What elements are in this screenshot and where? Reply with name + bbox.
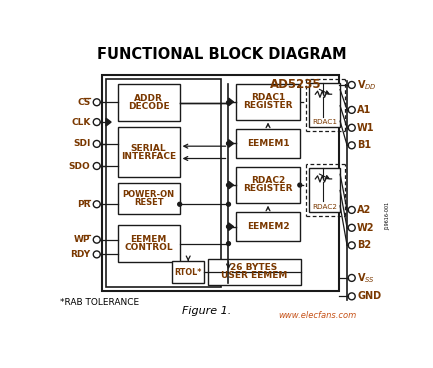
Circle shape: [226, 242, 230, 245]
Bar: [172, 261, 204, 283]
Text: POWER-ON: POWER-ON: [123, 190, 175, 199]
Text: 26 BYTES: 26 BYTES: [230, 263, 278, 272]
Text: W1: W1: [357, 123, 375, 133]
Bar: [118, 127, 180, 177]
Text: WP: WP: [74, 235, 90, 244]
Polygon shape: [229, 98, 233, 106]
Text: Figure 1.: Figure 1.: [182, 305, 231, 316]
Circle shape: [178, 202, 181, 206]
Text: V$_{DD}$: V$_{DD}$: [357, 78, 377, 92]
Text: FUNCTIONAL BLOCK DIAGRAM: FUNCTIONAL BLOCK DIAGRAM: [97, 47, 347, 62]
Text: A1: A1: [357, 105, 372, 115]
Text: www.elecfans.com: www.elecfans.com: [278, 311, 357, 321]
Text: SERIAL: SERIAL: [131, 144, 166, 153]
Polygon shape: [106, 118, 111, 126]
Bar: [207, 259, 301, 285]
Text: B1: B1: [357, 140, 371, 150]
Text: USER EEMEM: USER EEMEM: [221, 272, 287, 280]
Text: RDAC2: RDAC2: [312, 204, 337, 210]
Text: B2: B2: [357, 240, 371, 250]
Circle shape: [226, 101, 230, 105]
Bar: [236, 167, 300, 203]
Bar: [102, 75, 339, 291]
Text: *RAB TOLERANCE: *RAB TOLERANCE: [60, 298, 139, 307]
Text: INTERFACE: INTERFACE: [121, 152, 176, 161]
Bar: [309, 84, 340, 127]
Bar: [236, 84, 300, 120]
Circle shape: [298, 183, 302, 187]
Text: AD5235: AD5235: [270, 78, 322, 91]
Bar: [236, 212, 300, 241]
Bar: [118, 183, 180, 213]
Circle shape: [226, 183, 230, 187]
Bar: [309, 168, 340, 212]
Text: EEMEM: EEMEM: [130, 235, 167, 244]
Text: CONTROL: CONTROL: [124, 243, 173, 252]
Text: ADDR: ADDR: [134, 94, 163, 103]
Text: SDI: SDI: [73, 139, 90, 148]
Text: RDAC1: RDAC1: [312, 119, 337, 125]
Text: RESET: RESET: [134, 198, 164, 206]
Text: A2: A2: [357, 205, 372, 215]
Bar: [236, 129, 300, 158]
Polygon shape: [229, 139, 233, 147]
Text: DECODE: DECODE: [128, 102, 169, 111]
Circle shape: [226, 142, 230, 145]
Circle shape: [226, 202, 230, 206]
Text: EEMEM1: EEMEM1: [247, 139, 289, 148]
Text: SDO: SDO: [69, 162, 90, 170]
Text: RDAC1: RDAC1: [251, 93, 285, 102]
Text: PR: PR: [77, 200, 90, 209]
Text: CLK: CLK: [71, 118, 90, 127]
Text: REGISTER: REGISTER: [243, 101, 293, 110]
Text: CS: CS: [78, 98, 90, 107]
Polygon shape: [229, 181, 233, 189]
Text: EEMEM2: EEMEM2: [247, 222, 289, 231]
Text: J19616-001: J19616-001: [385, 202, 390, 230]
Text: GND: GND: [357, 291, 381, 301]
Bar: [118, 84, 180, 121]
Circle shape: [226, 225, 230, 229]
Text: REGISTER: REGISTER: [243, 184, 293, 194]
Text: V$_{SS}$: V$_{SS}$: [357, 271, 375, 285]
Text: W2: W2: [357, 223, 375, 233]
Text: RTOL*: RTOL*: [174, 268, 202, 277]
Bar: [118, 225, 180, 262]
Text: RDY: RDY: [71, 250, 90, 259]
Bar: [106, 79, 221, 287]
Polygon shape: [229, 223, 233, 230]
Text: RDAC2: RDAC2: [251, 176, 285, 185]
